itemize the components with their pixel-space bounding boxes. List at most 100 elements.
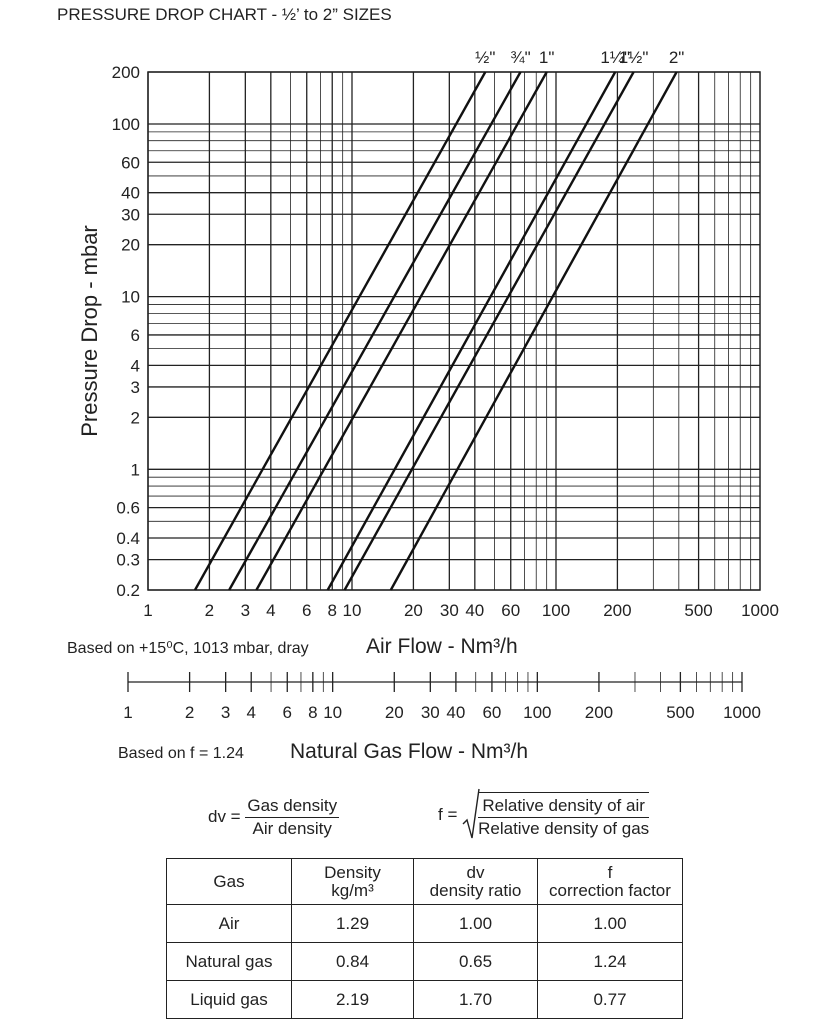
x-tick-label: 2: [205, 601, 214, 620]
gas-scale-label: Natural Gas Flow - Nm³/h: [290, 740, 528, 763]
table-cell: Natural gas: [166, 942, 292, 981]
table-header-row: Gas Density kg/m³ dv density ratio f cor…: [166, 858, 683, 905]
series-label-4: 1¼": [600, 48, 630, 67]
gas-scale-tick-label: 6: [283, 703, 292, 722]
dv-denominator: Air density: [252, 819, 332, 838]
x-tick-label: 40: [465, 601, 484, 620]
table-cell: 1.29: [291, 904, 414, 943]
series-line-5: [343, 71, 635, 591]
x-tick-label: 1000: [741, 601, 779, 620]
gas-density-table: Gas Density kg/m³ dv density ratio f cor…: [166, 858, 683, 1019]
f-numerator: Relative density of air: [478, 792, 650, 818]
x-tick-label: 20: [404, 601, 423, 620]
gas-scale-tick-label: 10: [323, 703, 342, 722]
x-axis-label: Air Flow - Nm³/h: [366, 635, 518, 658]
gas-scale-tick-label: 1: [123, 703, 132, 722]
y-tick-label: 0.3: [116, 551, 140, 570]
series-label-3: 1": [539, 48, 555, 67]
gas-scale-conditions: Based on f = 1.24: [118, 745, 244, 762]
x-axis-tick-labels: 1 2 3 4 6 8 10 20 30 40 60 100 200 500 1000: [143, 601, 779, 620]
header-gas: Gas: [166, 858, 292, 905]
x-tick-label: 30: [440, 601, 459, 620]
gas-scale-tick-label: 20: [385, 703, 404, 722]
series-line-6: [389, 71, 678, 591]
table-cell: 0.84: [291, 942, 414, 981]
series-line-1: [193, 71, 487, 591]
f-formula-lhs: f =: [438, 804, 458, 824]
gas-scale-tick-label: 2: [185, 703, 194, 722]
table-cell: Liquid gas: [166, 980, 292, 1019]
x-tick-label: 200: [603, 601, 631, 620]
series-labels: ½" ¾" 1" 1¼"1½" 2": [475, 48, 684, 67]
gas-scale-tick-label: 1000: [723, 703, 761, 722]
f-formula: f = Relative density of air Relative den…: [438, 788, 650, 839]
chart-title: PRESSURE DROP CHART - ½’ to 2” SIZES: [57, 5, 392, 24]
table-cell: 1.24: [537, 942, 683, 981]
pressure-drop-chart: PRESSURE DROP CHART - ½’ to 2” SIZES ½" ¾…: [57, 5, 779, 763]
header-density: Density kg/m³: [291, 858, 414, 905]
major-gridlines: [147, 71, 760, 591]
gas-scale-tick-label: 3: [221, 703, 230, 722]
table-cell: 1.70: [413, 980, 538, 1019]
y-tick-label: 6: [131, 326, 140, 345]
y-tick-label: 20: [121, 236, 140, 255]
y-tick-label: 10: [121, 288, 140, 307]
x-tick-label: 1: [143, 601, 152, 620]
x-tick-label: 4: [266, 601, 275, 620]
table-row: Liquid gas 2.19 1.70 0.77: [166, 980, 683, 1019]
series-line-4: [326, 71, 617, 591]
y-tick-label: 3: [131, 378, 140, 397]
gas-scale-tick-label: 200: [585, 703, 613, 722]
y-axis-label: Pressure Drop - mbar: [77, 225, 102, 437]
table-cell: 2.19: [291, 980, 414, 1019]
y-tick-label: 40: [121, 184, 140, 203]
y-tick-label: 200: [112, 63, 140, 82]
series-line-2: [228, 71, 522, 591]
gas-scale-tick-label: 60: [482, 703, 501, 722]
dv-formula: dv = Gas density Air density: [208, 796, 340, 839]
header-f: f correction factor: [537, 858, 683, 905]
y-axis-tick-labels: 0.2 0.3 0.4 0.6 1 2 3 4 6 10 20 30 40 60 100 200: [112, 63, 140, 600]
y-tick-label: 0.6: [116, 499, 140, 518]
f-denominator: Relative density of gas: [478, 819, 650, 838]
x-tick-label: 500: [684, 601, 712, 620]
gas-scale-tick-label: 100: [523, 703, 551, 722]
f-fraction: Relative density of air Relative density…: [478, 792, 650, 839]
gas-scale-tick-label: 40: [446, 703, 465, 722]
dv-fraction: Gas density Air density: [245, 796, 340, 839]
minor-gridlines: [148, 72, 760, 590]
y-tick-label: 30: [121, 205, 140, 224]
table-cell: 0.77: [537, 980, 683, 1019]
x-tick-label: 60: [501, 601, 520, 620]
y-tick-label: 2: [131, 408, 140, 427]
y-tick-label: 4: [131, 356, 140, 375]
square-root-icon: [462, 788, 480, 839]
table-row: Natural gas 0.84 0.65 1.24: [166, 942, 683, 981]
gas-scale-tick-label: 8: [308, 703, 317, 722]
header-dv: dv density ratio: [413, 858, 538, 905]
y-tick-label: 0.2: [116, 581, 140, 600]
y-tick-label: 1: [131, 460, 140, 479]
gas-scale-tick-label: 4: [246, 703, 255, 722]
y-tick-label: 60: [121, 153, 140, 172]
table-cell: Air: [166, 904, 292, 943]
gas-scale-tick-label: 500: [666, 703, 694, 722]
dv-formula-lhs: dv =: [208, 806, 241, 826]
x-tick-label: 6: [302, 601, 311, 620]
table-row: Air 1.29 1.00 1.00: [166, 904, 683, 943]
y-tick-label: 100: [112, 115, 140, 134]
series-label-2: ¾": [510, 48, 530, 67]
gas-scale-tick-label: 30: [421, 703, 440, 722]
x-axis-conditions: Based on +15⁰C, 1013 mbar, dray: [67, 640, 309, 657]
series-line-3: [255, 71, 548, 591]
x-tick-label: 3: [241, 601, 250, 620]
x-tick-label: 10: [343, 601, 362, 620]
natural-gas-scale: 1 2 3 4 6 8 10 20 30 40 60 100 200 500 1000: [123, 672, 761, 722]
series-label-1: ½": [475, 48, 495, 67]
x-tick-label: 8: [327, 601, 336, 620]
y-tick-label: 0.4: [116, 529, 140, 548]
square-root: Relative density of air Relative density…: [462, 788, 650, 839]
series-lines: [193, 71, 678, 591]
table-cell: 1.00: [537, 904, 683, 943]
series-label-5: 1½": [619, 48, 649, 67]
